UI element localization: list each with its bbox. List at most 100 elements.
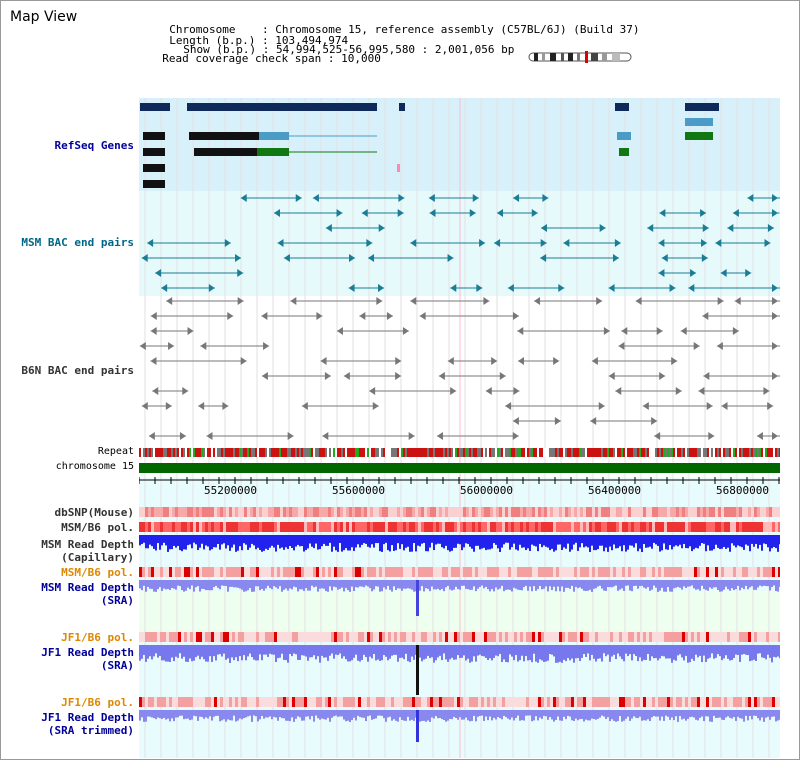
msm-b6-pol2-cell (778, 567, 780, 577)
jf1-depth-sra-bar (195, 645, 197, 658)
track-label-dbsnp[interactable]: dbSNP(Mouse) (54, 506, 134, 519)
jf1-depth-sra-bar (213, 645, 215, 657)
msm-b6-pol-cell (565, 522, 568, 532)
msm-b6-pol2-cell (538, 567, 541, 577)
track-label-msm-bac[interactable]: MSM BAC end pairs (21, 236, 134, 249)
jf1-depth-sra-bar (529, 645, 531, 660)
msm-depth-sra-bar (275, 580, 277, 588)
jf1-b6-pol2-cell (715, 697, 718, 707)
jf1-b6-pol2-cell (406, 697, 409, 707)
msm-depth-sra-bar (405, 580, 407, 589)
dbsnp-cell (331, 507, 334, 517)
msm-pair-end (208, 284, 215, 292)
msm-b6-pol-cell (721, 522, 724, 532)
refseq-track[interactable] (140, 103, 719, 188)
track-label-msm-depth-sra[interactable]: MSM Read Depth (SRA) (41, 581, 134, 607)
jf1-depth-sra-bar (239, 645, 241, 657)
jf1-depth-sra-bar (519, 645, 521, 661)
msm-depth-sra-bar (267, 580, 269, 586)
msm-b6-pol2-cell (469, 567, 472, 577)
jf1-b6-pol-cell (664, 632, 667, 642)
msm-b6-pol-cell (457, 522, 460, 532)
jf1-depth-sra-bar (423, 645, 425, 660)
msm-depth-cap-bar (287, 535, 289, 549)
repeat-segment (779, 448, 780, 457)
dbsnp-cell (202, 507, 205, 517)
jf1-depth-trim-bar (521, 710, 523, 721)
jf1-depth-sra-bar (731, 645, 733, 661)
jf1-b6-pol2-cell (640, 697, 643, 707)
msm-depth-cap-bar (685, 535, 687, 549)
jf1-depth-trim-bar (389, 710, 391, 717)
show-value: 54,994,525-56,995,580 : 2,001,056 bp (275, 43, 515, 56)
dbsnp-cell (154, 507, 157, 517)
msm-depth-cap-bar (233, 535, 235, 545)
msm-depth-sra-bar (221, 580, 223, 586)
jf1-depth-sra-bar (711, 645, 713, 654)
msm-depth-cap-bar (699, 535, 701, 546)
jf1-depth-trim-bar (595, 710, 597, 720)
repeat-segment (741, 448, 743, 457)
jf1-depth-sra-bar (603, 645, 605, 654)
msm-b6-pol-cell (241, 522, 244, 532)
track-label-jf1-b6-pol[interactable]: JF1/B6 pol. (61, 631, 134, 644)
b6n-pair-end (621, 327, 628, 335)
jf1-depth-sra-bar (309, 645, 311, 658)
msm-bac-track[interactable] (141, 194, 780, 292)
jf1-depth-sra-bar (479, 645, 481, 655)
msm-pair-end (658, 269, 665, 277)
msm-depth-sra-bar (217, 580, 219, 588)
msm-depth-cap-bar (249, 535, 251, 548)
dbsnp-cell (649, 507, 652, 517)
repeat-segment (203, 448, 205, 457)
track-label-jf1-depth-trim[interactable]: JF1 Read Depth (SRA trimmed) (41, 711, 134, 737)
msm-depth-sra-bar (293, 580, 295, 587)
track-label-refseq[interactable]: RefSeq Genes (54, 139, 134, 152)
msm-b6-pol-cell (658, 522, 661, 532)
msm-b6-pol-cell (538, 522, 541, 532)
msm-depth-cap-bar (317, 535, 319, 550)
msm-pair-end (368, 254, 375, 262)
jf1-b6-pol-cell (598, 632, 601, 642)
b6n-bac-track[interactable] (139, 297, 780, 440)
dbsnp-cell (520, 507, 523, 517)
jf1-depth-sra-bar (775, 645, 777, 658)
dbsnp-cell (211, 507, 214, 517)
msm-b6-pol2-cell (547, 567, 550, 577)
msm-depth-sra-bar (659, 580, 661, 591)
msm-depth-sra-bar (713, 580, 715, 588)
repeat-segment (243, 448, 245, 457)
track-label-jf1-depth-sra[interactable]: JF1 Read Depth (SRA) (41, 646, 134, 672)
jf1-depth-trim-bar (171, 710, 173, 719)
jf1-depth-sra-bar (291, 645, 293, 657)
repeat-segment (433, 448, 435, 457)
jf1-depth-trim-bar (697, 710, 699, 721)
gene-utr (685, 118, 713, 126)
track-label-msm-b6-pol-2[interactable]: MSM/B6 pol. (61, 566, 134, 579)
jf1-b6-pol-cell (697, 632, 700, 642)
msm-depth-cap-bar (375, 535, 377, 544)
msm-depth-sra-bar (311, 580, 313, 586)
jf1-depth-trim-bar (549, 710, 551, 717)
msm-b6-pol2-cell (580, 567, 583, 577)
track-label-jf1-b6-pol-2[interactable]: JF1/B6 pol. (61, 696, 134, 709)
msm-depth-cap-bar (507, 535, 509, 543)
msm-b6-pol-cell (472, 522, 475, 532)
track-label-b6n-bac[interactable]: B6N BAC end pairs (21, 364, 134, 377)
msm-depth-cap-bar (647, 535, 649, 548)
genome-viewer[interactable] (139, 98, 780, 758)
msm-depth-cap-bar (145, 535, 147, 549)
msm-b6-pol-cell (676, 522, 679, 532)
dbsnp-cell (628, 507, 631, 517)
b6n-pair-end (763, 387, 770, 395)
jf1-b6-pol2-cell (151, 697, 154, 707)
track-label-msm-depth-cap[interactable]: MSM Read Depth (Capillary) (41, 538, 134, 564)
msm-b6-pol-cell (184, 522, 187, 532)
b6n-pair-end (261, 312, 268, 320)
msm-b6-pol2-cell (610, 567, 613, 577)
repeat-segment (527, 448, 529, 457)
track-label-msm-b6-pol[interactable]: MSM/B6 pol. (61, 521, 134, 534)
chromosome-ideogram[interactable] (528, 51, 634, 63)
jf1-depth-sra-bar (271, 645, 273, 655)
b6n-pair-end (386, 312, 393, 320)
